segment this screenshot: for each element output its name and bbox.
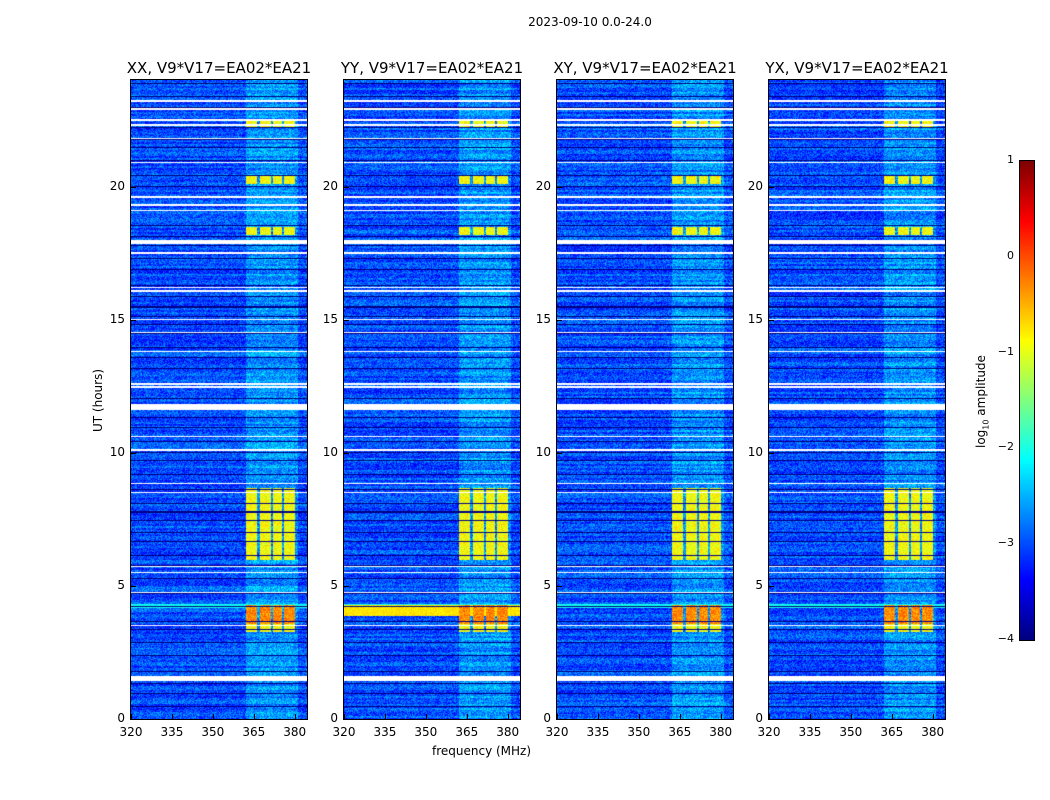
x-tick-mark	[212, 714, 214, 719]
panel-title: XY, V9*V17=EA02*EA21	[553, 59, 737, 77]
colorbar	[1019, 160, 1035, 641]
y-tick-mark	[344, 319, 349, 321]
colorbar-tick-label: −2	[997, 440, 1014, 454]
y-tick-mark	[769, 186, 774, 188]
y-tick-mark	[769, 585, 774, 587]
heatmap-panel	[768, 79, 946, 720]
panel-title: YX, V9*V17=EA02*EA21	[765, 59, 949, 77]
y-tick-mark	[557, 452, 562, 454]
y-tick-mark	[557, 319, 562, 321]
y-tick-label: 15	[322, 311, 338, 326]
x-tick-label: 365	[455, 725, 479, 739]
panel-title: YY, V9*V17=EA02*EA21	[340, 59, 524, 77]
y-tick-mark	[131, 719, 136, 720]
y-tick-mark	[344, 719, 349, 720]
y-tick-label: 15	[747, 311, 763, 326]
y-tick-mark	[769, 319, 774, 321]
y-tick-label: 10	[535, 444, 551, 459]
y-tick-label: 0	[755, 711, 763, 725]
x-tick-label: 380	[283, 725, 307, 739]
y-tick-label: 15	[535, 311, 551, 326]
x-tick-mark	[425, 714, 427, 719]
x-tick-mark	[769, 714, 770, 719]
y-tick-mark	[131, 186, 136, 188]
x-tick-mark	[507, 714, 509, 719]
x-tick-mark	[932, 714, 934, 719]
y-tick-mark	[769, 452, 774, 454]
x-tick-mark	[131, 714, 132, 719]
x-tick-label: 320	[332, 725, 356, 739]
y-tick-label: 5	[543, 577, 551, 592]
x-tick-mark	[171, 714, 173, 719]
y-tick-mark	[344, 452, 349, 454]
x-tick-label: 380	[709, 725, 733, 739]
heatmap-panel	[130, 79, 308, 720]
x-tick-mark	[344, 714, 345, 719]
heatmap-panel	[556, 79, 734, 720]
x-tick-label: 350	[201, 725, 225, 739]
x-tick-mark	[253, 714, 255, 719]
x-tick-label: 380	[496, 725, 520, 739]
y-tick-mark	[557, 585, 562, 587]
x-tick-label: 365	[880, 725, 904, 739]
figure-title: 2023-09-10 0.0-24.0	[528, 15, 652, 29]
y-tick-label: 15	[109, 311, 125, 326]
x-tick-mark	[850, 714, 852, 719]
y-tick-label: 20	[109, 178, 125, 193]
x-tick-label: 380	[921, 725, 945, 739]
heatmap-panel	[343, 79, 521, 720]
colorbar-tick-label: −3	[997, 536, 1014, 550]
x-tick-mark	[891, 714, 893, 719]
x-tick-label: 365	[242, 725, 266, 739]
x-tick-mark	[720, 714, 722, 719]
x-tick-label: 350	[839, 725, 863, 739]
y-axis-label: UT (hours)	[91, 368, 105, 432]
colorbar-label: log10 amplitude	[974, 355, 991, 448]
y-tick-label: 0	[117, 711, 125, 725]
colorbar-tick-label: −1	[997, 344, 1014, 358]
x-tick-mark	[638, 714, 640, 719]
x-tick-label: 335	[373, 725, 397, 739]
y-tick-label: 0	[330, 711, 338, 725]
y-tick-mark	[769, 719, 774, 720]
y-tick-mark	[557, 186, 562, 188]
panel-title: XX, V9*V17=EA02*EA21	[126, 59, 312, 77]
y-tick-label: 10	[109, 444, 125, 459]
y-tick-mark	[131, 452, 136, 454]
x-tick-mark	[809, 714, 811, 719]
colorbar-tick-label: −4	[997, 632, 1014, 645]
y-tick-mark	[344, 585, 349, 587]
x-tick-mark	[557, 714, 558, 719]
x-tick-label: 320	[545, 725, 569, 739]
y-tick-label: 20	[747, 178, 763, 193]
y-tick-label: 20	[535, 178, 551, 193]
x-tick-label: 365	[668, 725, 692, 739]
y-tick-label: 0	[543, 711, 551, 725]
x-axis-label: frequency (MHz)	[432, 744, 532, 758]
x-tick-label: 335	[160, 725, 184, 739]
x-tick-label: 335	[798, 725, 822, 739]
x-tick-mark	[384, 714, 386, 719]
x-tick-label: 320	[757, 725, 781, 739]
x-tick-label: 335	[586, 725, 610, 739]
x-tick-label: 350	[414, 725, 438, 739]
x-tick-mark	[294, 714, 296, 719]
colorbar-tick-label: 1	[1007, 153, 1014, 166]
y-tick-label: 5	[755, 577, 763, 592]
colorbar-tick-label: 0	[1007, 248, 1014, 262]
x-tick-mark	[597, 714, 599, 719]
y-tick-mark	[557, 719, 562, 720]
y-tick-label: 5	[330, 577, 338, 592]
y-tick-label: 10	[747, 444, 763, 459]
y-tick-label: 20	[322, 178, 338, 193]
x-tick-label: 350	[627, 725, 651, 739]
y-tick-mark	[344, 186, 349, 188]
x-tick-label: 320	[119, 725, 143, 739]
y-tick-mark	[131, 319, 136, 321]
x-tick-mark	[466, 714, 468, 719]
y-tick-label: 5	[117, 577, 125, 592]
x-tick-mark	[679, 714, 681, 719]
y-tick-mark	[131, 585, 136, 587]
y-tick-label: 10	[322, 444, 338, 459]
